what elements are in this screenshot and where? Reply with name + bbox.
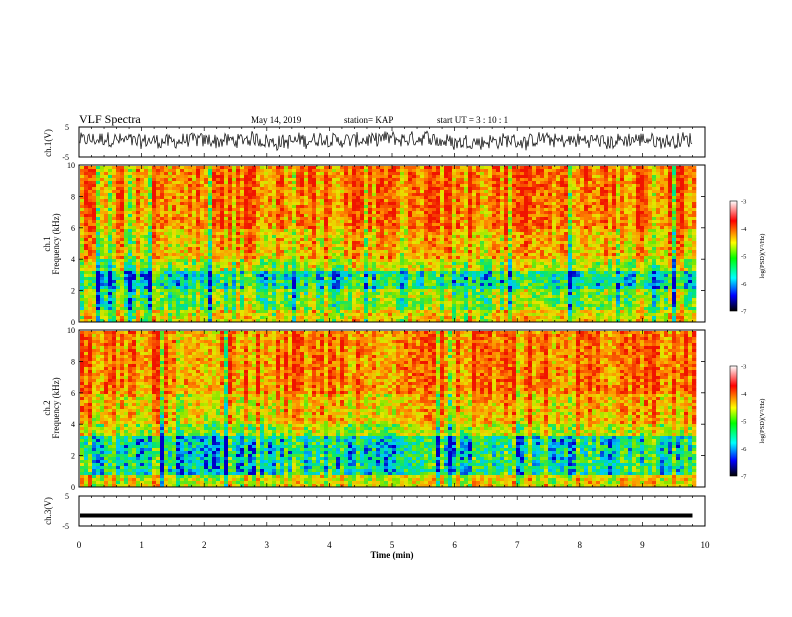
- ch1-waveform-ylabel: ch.1(V): [43, 129, 53, 157]
- ch1-colorbar: -3 -4 -5 -6 -7 log(PSD)(V²/Hz): [730, 199, 766, 316]
- time-axis-tick-label: 3: [265, 540, 270, 550]
- ch1-waveform-frame: [79, 127, 705, 157]
- time-axis-tick-label: 9: [640, 540, 645, 550]
- time-axis-tick-label: 8: [578, 540, 583, 550]
- figure-start-time: start UT = 3 : 10 : 1: [437, 115, 508, 125]
- ch1-spectrogram-heatmap: [80, 166, 696, 322]
- ch2-colorbar-tick: -7: [741, 474, 747, 481]
- time-axis-tick-label: 2: [202, 540, 207, 550]
- ch3-waveform-panel: 5 -5 ch.3(V): [43, 492, 705, 531]
- ch1-ytick-top: 5: [65, 123, 69, 132]
- ch1-colorbar-tick: -7: [741, 309, 747, 316]
- ch1-colorbar-tick: -3: [741, 199, 746, 206]
- ch1-colorbar-tick: -4: [741, 226, 747, 233]
- figure-title: VLF Spectra: [79, 112, 141, 126]
- ch2-spectrogram-ytick-label: 0: [71, 483, 75, 492]
- time-axis-tick-label: 6: [452, 540, 457, 550]
- ch2-spectrogram-ytick-label: 8: [71, 357, 75, 366]
- ch1-colorbar-gradient: [730, 201, 737, 311]
- time-axis-tick-label: 4: [327, 540, 332, 550]
- ch1-spectrogram-ytick-label: 4: [71, 255, 75, 264]
- time-axis-tick-label: 0: [77, 540, 82, 550]
- ch1-spectrogram-ytick-label: 10: [67, 161, 75, 170]
- ch1-waveform-trace: [80, 131, 692, 150]
- time-axis-tick-label: 7: [515, 540, 520, 550]
- ch2-spectrogram-ytick-label: 6: [71, 389, 75, 398]
- ch1-colorbar-tick: -5: [741, 254, 746, 261]
- ch2-colorbar-tick: -6: [741, 446, 747, 453]
- ch2-spectrogram-heatmap: [80, 331, 696, 487]
- time-axis-tick-label: 5: [390, 540, 395, 550]
- ch2-spectrogram-ytick-label: 2: [71, 452, 75, 461]
- ch1-spectrogram-ytick-label: 6: [71, 224, 75, 233]
- ch3-ytick-top: 5: [65, 492, 69, 501]
- ch2-colorbar-gradient: [730, 366, 737, 476]
- ch1-colorbar-label: log(PSD)(V²/Hz): [759, 234, 766, 279]
- ch2-colorbar-tick: -5: [741, 419, 746, 426]
- ch3-waveform-frame: [79, 496, 705, 526]
- ch1-waveform-line: [80, 131, 692, 150]
- ch2-colorbar-tick: -3: [741, 364, 746, 371]
- time-axis-tick-label: 1: [139, 540, 144, 550]
- ch2-colorbar-tick: -4: [741, 391, 747, 398]
- ch3-waveform-ylabel: ch.3(V): [43, 497, 53, 525]
- ch1-waveform-panel: 5 -5 ch.1(V): [43, 123, 705, 162]
- ch2-spectrogram-ytick-label: 10: [67, 326, 75, 335]
- figure-date: May 14, 2019: [251, 115, 302, 125]
- ch1-spectrogram-ytick-label: 2: [71, 287, 75, 296]
- ch1-colorbar-tick: -6: [741, 281, 747, 288]
- time-axis-label: Time (min): [370, 550, 413, 560]
- ch3-ytick-bottom: -5: [62, 522, 69, 531]
- ch2-spectrogram-ytick-label: 4: [71, 420, 75, 429]
- time-axis-tick-label: 10: [701, 540, 711, 550]
- ch2-spectrogram-ylabel: Frequency (kHz): [51, 377, 61, 438]
- figure-station: station= KAP: [344, 115, 393, 125]
- ch1-spectrogram-ytick-label: 8: [71, 192, 75, 201]
- time-axis-tick-labels: 0 1 2 3 4 5 6 7 8 9 10: [77, 540, 710, 550]
- ch2-colorbar-label: log(PSD)(V²/Hz): [759, 399, 766, 444]
- ch1-spectrogram-ylabel: Frequency (kHz): [51, 213, 61, 274]
- ch2-colorbar: -3 -4 -5 -6 -7 log(PSD)(V²/Hz): [730, 364, 766, 481]
